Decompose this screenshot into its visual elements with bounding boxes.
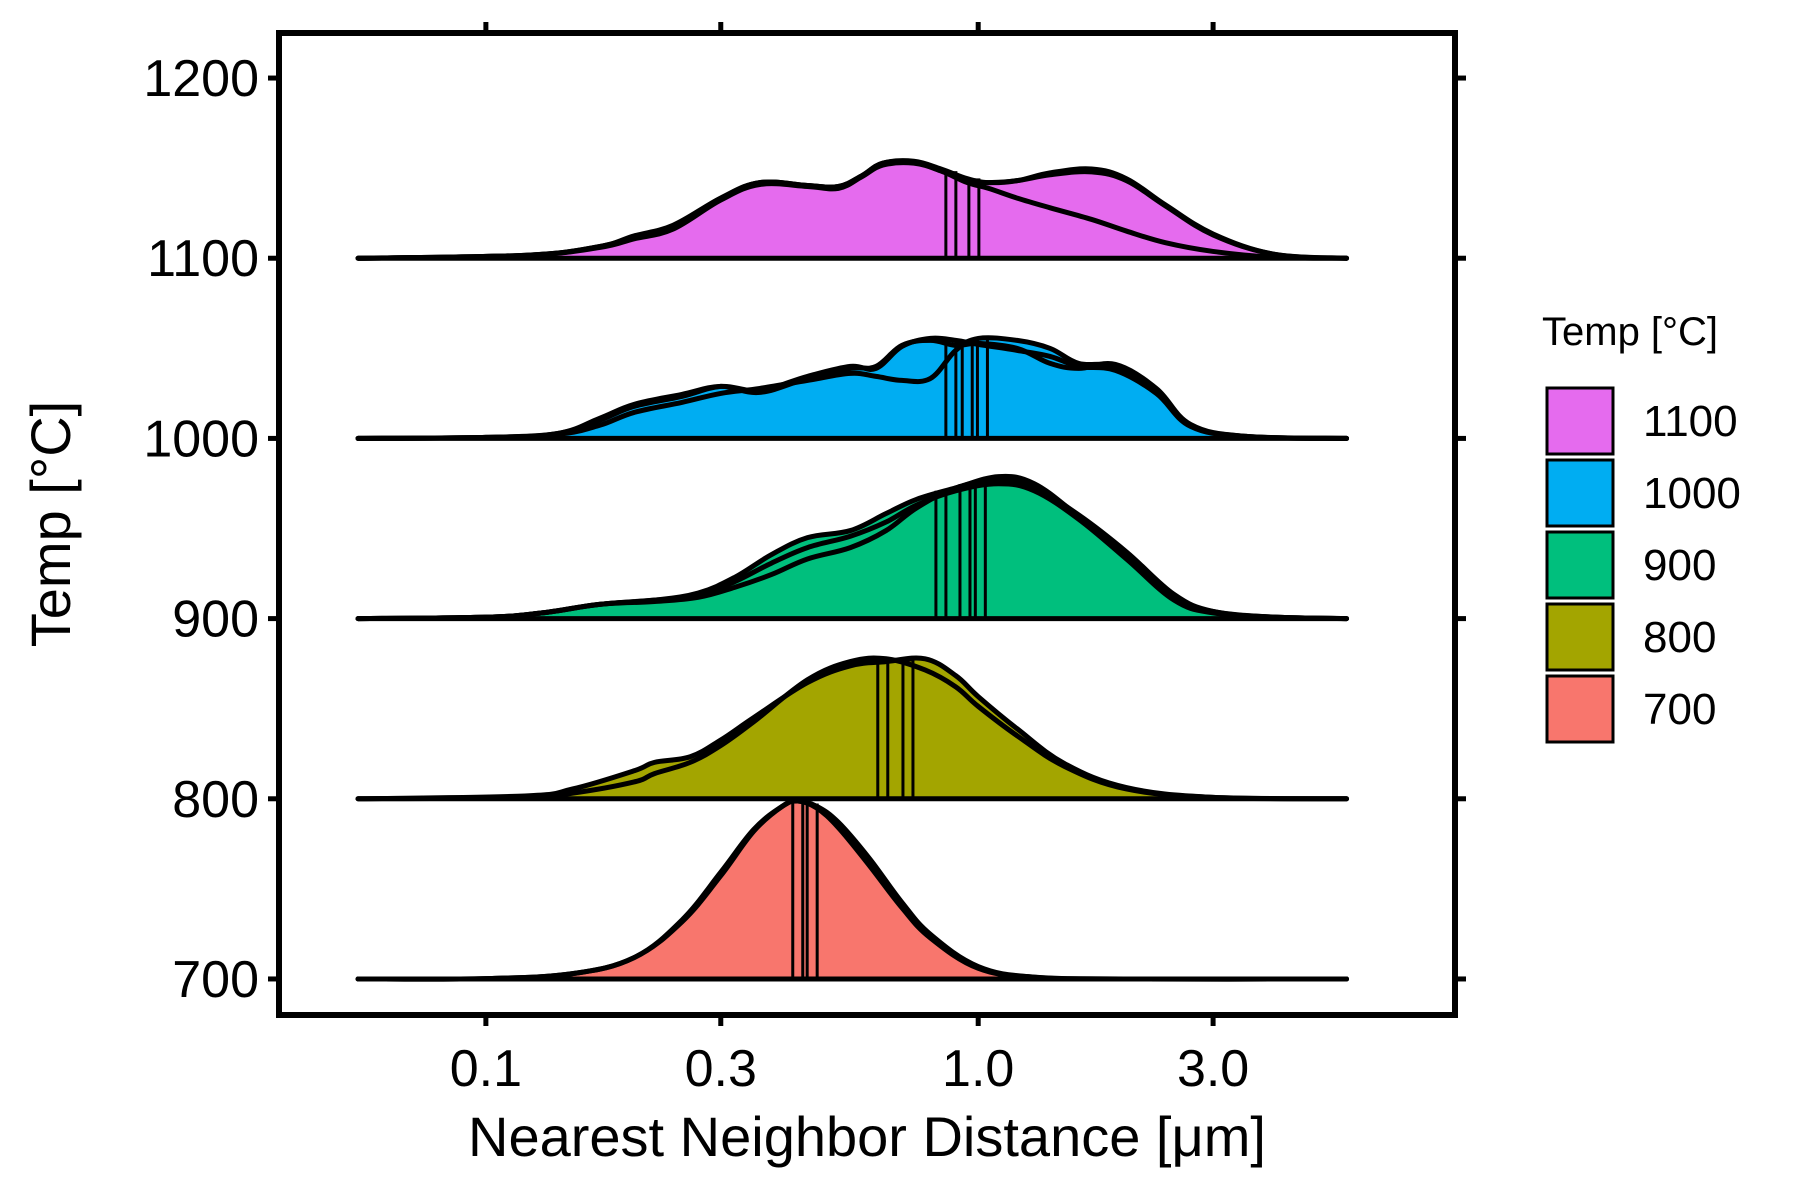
- legend-label-1100: 1100: [1643, 397, 1738, 446]
- density-fill-1100: [358, 160, 1347, 259]
- x-tick-label-1.0: 1.0: [942, 1040, 1014, 1098]
- legend-label-800: 800: [1643, 613, 1716, 662]
- legend-entry-1000: 1000: [1545, 458, 1741, 528]
- legend-title: Temp [°C]: [1542, 310, 1718, 354]
- legend-label-1000: 1000: [1643, 469, 1741, 518]
- y-tick-label-1100: 1100: [147, 230, 259, 288]
- y-tick-label-1000: 1000: [143, 410, 259, 468]
- legend-entries: 1100 1000 900 800 700: [1545, 386, 1741, 744]
- ridges-layer: [355, 158, 1350, 982]
- plot-panel-border: [276, 30, 1458, 1018]
- density-curve-1000-3: [355, 337, 1350, 441]
- density-fill-800: [358, 657, 1347, 799]
- legend-label-700: 700: [1643, 685, 1716, 734]
- density-fill-700: [358, 800, 1347, 980]
- y-axis: 700 800 900 1000 1100 1200: [143, 50, 1466, 1009]
- legend-swatch-1000: [1545, 458, 1615, 528]
- y-tick-label-900: 900: [172, 591, 259, 649]
- y-axis-title: Temp [°C]: [19, 401, 82, 647]
- y-tick-label-700: 700: [172, 951, 259, 1009]
- y-tick-label-1200: 1200: [143, 50, 259, 108]
- x-axis-title: Nearest Neighbor Distance [μm]: [468, 1105, 1266, 1168]
- x-tick-label-3.0: 3.0: [1177, 1040, 1249, 1098]
- legend-swatch-900: [1545, 530, 1615, 600]
- legend-entry-900: 900: [1545, 530, 1716, 600]
- density-curve-1100-3: [355, 158, 1350, 261]
- ridge-1100: [355, 158, 1350, 261]
- x-axis: 0.1 0.3 1.0 3.0: [450, 22, 1249, 1098]
- density-curve-800-2: [355, 655, 1350, 802]
- legend-swatch-800: [1545, 602, 1615, 672]
- x-tick-label-0.3: 0.3: [685, 1040, 757, 1098]
- x-tick-label-0.1: 0.1: [450, 1040, 522, 1098]
- ridge-800: [355, 655, 1350, 802]
- ridge-700: [355, 798, 1350, 982]
- legend-entry-700: 700: [1545, 674, 1716, 744]
- legend: Temp [°C] 1100 1000 900 800 700: [1542, 310, 1741, 744]
- ridge-1000: [355, 335, 1350, 441]
- legend-entry-1100: 1100: [1545, 386, 1738, 456]
- legend-label-900: 900: [1643, 541, 1716, 590]
- ridge-900: [355, 473, 1350, 622]
- density-curve-900-3: [355, 476, 1350, 622]
- legend-swatch-1100: [1545, 386, 1615, 456]
- y-tick-label-800: 800: [172, 771, 259, 829]
- legend-swatch-700: [1545, 674, 1615, 744]
- legend-entry-800: 800: [1545, 602, 1716, 672]
